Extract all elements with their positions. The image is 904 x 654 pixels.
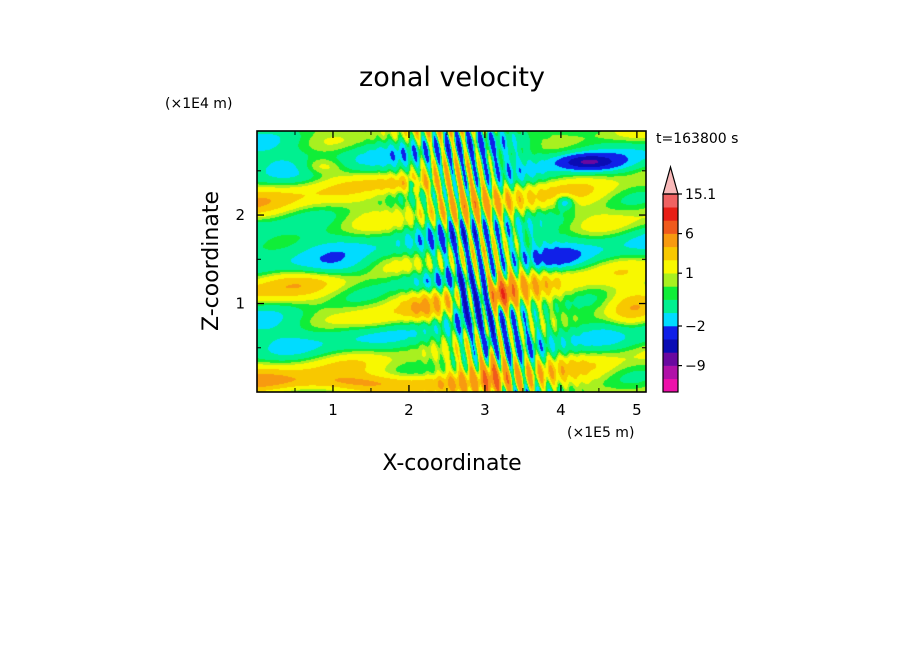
- axis-ticks: 1 2 3 4 5 1 2: [235, 131, 646, 419]
- colorbar-level: [663, 286, 678, 300]
- colorbar-tick-label: −9: [685, 359, 706, 375]
- x-axis-title: X-coordinate: [382, 451, 521, 476]
- colorbar-extension: [662, 164, 679, 195]
- x-tick-label: 2: [404, 401, 414, 419]
- plot-frame: [256, 130, 647, 393]
- colorbar-level: [663, 365, 678, 380]
- colorbar-tick-label: 15.1: [685, 187, 716, 203]
- time-label: t=163800 s: [656, 131, 738, 147]
- y-tick-label: 1: [235, 295, 245, 313]
- colorbar-tick-label: −2: [685, 319, 706, 335]
- x-tick-label: 1: [328, 401, 338, 419]
- chart-title: zonal velocity: [359, 62, 545, 93]
- contour-field-image: [257, 131, 646, 392]
- colorbar-level: [663, 326, 678, 340]
- y-axis-unit: (×1E4 m): [165, 96, 232, 112]
- colorbar-level: [663, 312, 678, 327]
- colorbar-frame: [662, 193, 679, 393]
- colorbar-level: [663, 273, 678, 287]
- colorbar-tick-label: 1: [685, 266, 694, 282]
- x-tick-label: 5: [632, 401, 642, 419]
- colorbar-level: [663, 339, 678, 353]
- colorbar-level: [663, 194, 678, 208]
- colorbar-level: [663, 352, 678, 366]
- colorbar-tick-label: 6: [685, 227, 694, 243]
- colorbar-level: [663, 299, 678, 314]
- contour-field: [257, 131, 646, 392]
- colorbar-level: [663, 220, 678, 234]
- colorbar-level: [663, 246, 678, 261]
- x-tick-label: 4: [556, 401, 566, 419]
- x-axis-unit: (×1E5 m): [567, 425, 634, 441]
- x-tick-label: 3: [480, 401, 490, 419]
- colorbar: 15.1 6 1 −2 −9: [662, 164, 716, 393]
- colorbar-level: [663, 260, 678, 274]
- y-axis-title: Z-coordinate: [199, 191, 224, 331]
- colorbar-level: [663, 207, 678, 221]
- y-tick-label: 2: [235, 206, 245, 224]
- colorbar-level: [663, 378, 678, 393]
- colorbar-level: [663, 233, 678, 248]
